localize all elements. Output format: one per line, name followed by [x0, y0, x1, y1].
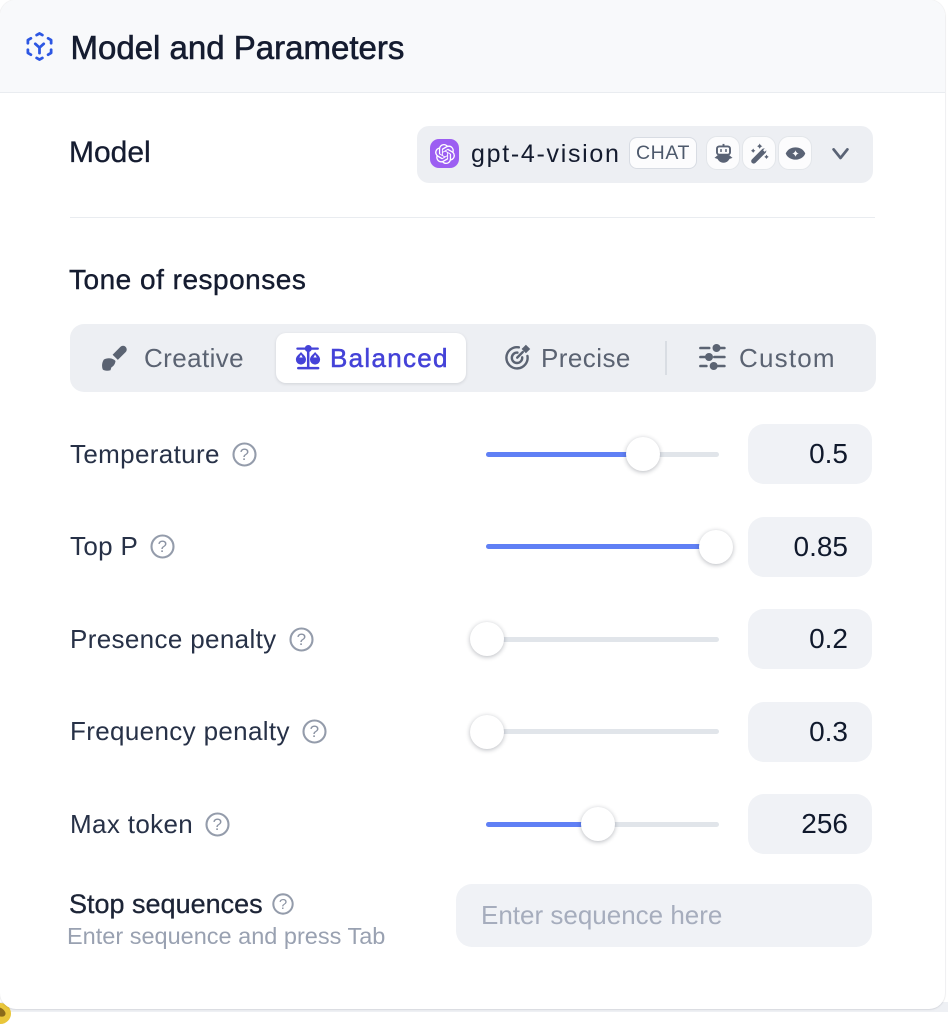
svg-text:?: ? — [239, 445, 249, 464]
svg-text:?: ? — [213, 815, 223, 834]
svg-text:?: ? — [278, 896, 286, 913]
svg-text:?: ? — [309, 722, 319, 741]
svg-text:?: ? — [296, 630, 306, 649]
svg-text:?: ? — [158, 537, 168, 556]
